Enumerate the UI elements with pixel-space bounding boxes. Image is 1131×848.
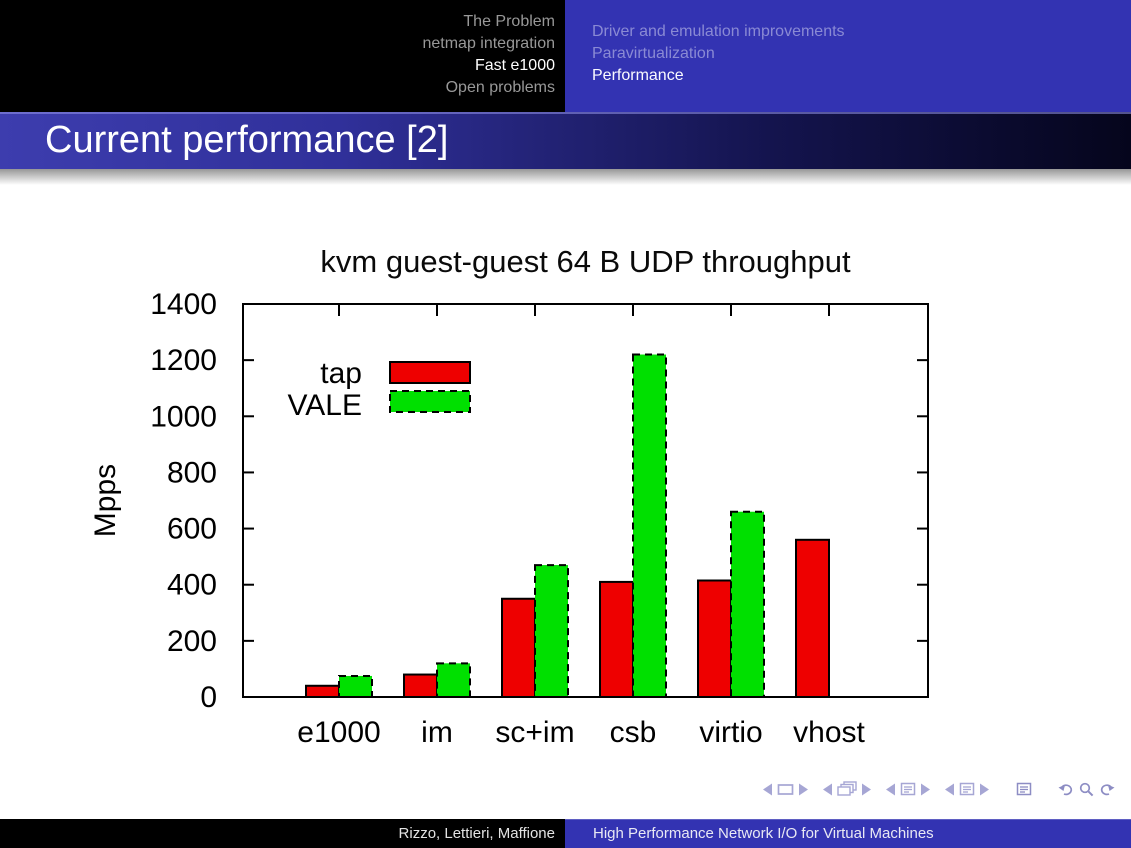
next-frame-icon[interactable] [862, 783, 872, 796]
bar-tap-e1000 [305, 684, 340, 698]
y-tick-label: 600 [167, 513, 217, 546]
subsection-nav-right: Driver and emulation improvements Paravir… [565, 0, 1131, 112]
footer-authors: Rizzo, Lettieri, Maffione [0, 819, 565, 848]
frame-title: Current performance [2] [45, 119, 449, 161]
plot-border [242, 303, 929, 698]
prev-frame-icon[interactable] [822, 783, 832, 796]
x-tick-label: virtio [699, 716, 762, 749]
y-tick-label: 800 [167, 456, 217, 489]
slide-frame-icon[interactable] [777, 783, 794, 796]
next-slide-icon[interactable] [799, 783, 809, 796]
beamer-navigation-bar [757, 781, 1115, 797]
y-tick-label: 1200 [150, 344, 217, 377]
y-tick-label: 1400 [150, 288, 217, 321]
x-tick-label: im [421, 716, 453, 749]
footer-short-title: High Performance Network I/O for Virtual… [565, 819, 1131, 848]
forward-icon[interactable] [1099, 783, 1115, 796]
footer: Rizzo, Lettieri, Maffione High Performan… [0, 819, 1131, 848]
y-axis-label: Mpps [89, 464, 122, 537]
x-tick-label: csb [610, 716, 657, 749]
bar-VALE-sc+im [534, 564, 569, 699]
prev-section-icon[interactable] [944, 783, 954, 796]
x-tick-label: sc+im [495, 716, 574, 749]
section-link-2[interactable]: Fast e1000 [474, 57, 555, 74]
legend-label-VALE: VALE [288, 389, 363, 422]
y-tick-label: 400 [167, 569, 217, 602]
legend-swatch-VALE [389, 390, 471, 413]
subsection-link-0[interactable]: Driver and emulation improvements [592, 23, 845, 40]
mini-frame-header: The Problem netmap integration Fast e1000 O… [0, 0, 1131, 112]
x-tick-label: e1000 [297, 716, 380, 749]
y-tick-label: 200 [167, 625, 217, 658]
section-link-1[interactable]: netmap integration [422, 35, 555, 52]
throughput-bar-chart: 0 200 400 600 800 1000 1200 1400 e1000 im sc+im csb… [89, 288, 929, 749]
prev-slide-icon[interactable] [762, 783, 772, 796]
next-section-icon[interactable] [980, 783, 990, 796]
x-tick-label: vhost [793, 716, 865, 749]
section-doc-icon[interactable] [959, 782, 975, 796]
next-subsection-icon[interactable] [921, 783, 931, 796]
y-tick-label: 1000 [150, 400, 217, 433]
bar-VALE-virtio [730, 510, 765, 698]
chart-title: kvm guest-guest 64 B UDP throughput [320, 244, 851, 279]
section-link-0[interactable]: The Problem [463, 13, 555, 30]
subsection-link-2[interactable]: Performance [592, 67, 684, 84]
bar-tap-sc+im [501, 597, 536, 698]
bar-VALE-csb [632, 353, 667, 699]
subsection-doc-icon[interactable] [900, 782, 916, 796]
y-tick-label: 0 [200, 681, 217, 714]
back-icon[interactable] [1058, 783, 1074, 796]
legend-swatch-tap [389, 361, 471, 384]
search-icon[interactable] [1079, 782, 1094, 797]
section-link-3[interactable]: Open problems [445, 79, 555, 96]
bar-tap-vhost [795, 538, 830, 698]
title-bar-shadow [0, 169, 1131, 185]
prev-subsection-icon[interactable] [885, 783, 895, 796]
legend-label-tap: tap [320, 357, 362, 390]
subsection-link-1[interactable]: Paravirtualization [592, 45, 715, 62]
bar-tap-csb [599, 580, 634, 698]
bar-VALE-e1000 [338, 674, 373, 699]
section-nav-left: The Problem netmap integration Fast e1000 O… [0, 0, 565, 112]
presentation-end-icon[interactable] [1016, 782, 1032, 796]
bar-VALE-im [436, 662, 471, 699]
frame-title-bar: Current performance [2] [0, 112, 1131, 169]
frames-stack-icon[interactable] [837, 781, 857, 797]
bar-tap-virtio [697, 579, 732, 698]
bar-tap-im [403, 673, 438, 698]
